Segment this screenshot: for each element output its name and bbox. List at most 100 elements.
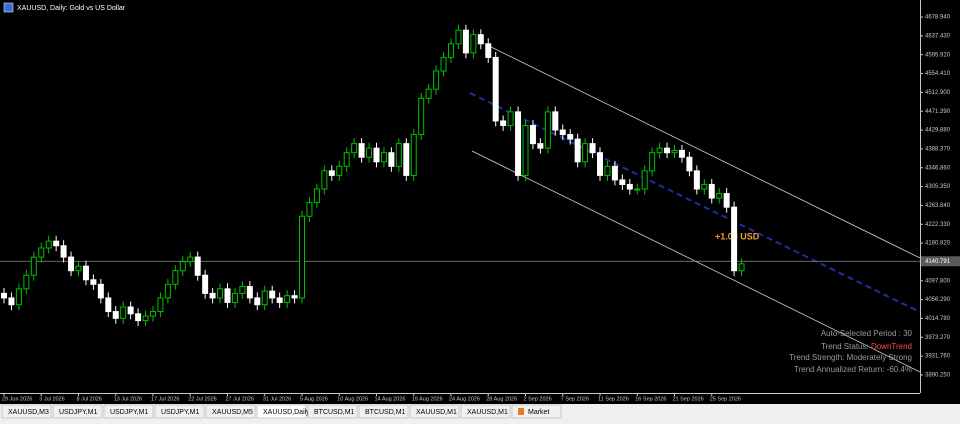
- candle-body: [567, 134, 574, 140]
- candle-body: [358, 143, 365, 158]
- candle-body: [418, 97, 425, 136]
- candle-body: [254, 297, 261, 306]
- x-tick-label: 24 Aug 2026: [449, 396, 480, 402]
- candle-body: [45, 240, 52, 249]
- tab[interactable]: [1, 404, 52, 419]
- candle-body: [351, 143, 358, 154]
- y-tick-label: 4471.390: [925, 109, 951, 115]
- tab[interactable]: [511, 404, 562, 419]
- tab-label[interactable]: XAUUSD,M1: [416, 409, 457, 416]
- x-tick-label: 3 Jul 2026: [39, 396, 64, 402]
- market-icon: [518, 408, 524, 415]
- x-tick-label: 10 Aug 2026: [337, 396, 368, 402]
- candle-body: [664, 147, 671, 154]
- candle-body: [306, 202, 313, 217]
- tab-label[interactable]: XAUUSD,M3: [8, 409, 49, 416]
- x-tick-label: 27 Jul 2026: [226, 396, 254, 402]
- y-tick-label: 4346.860: [925, 165, 951, 171]
- candle-body: [150, 311, 156, 317]
- tab-label[interactable]: XAUUSD,M5: [212, 409, 253, 416]
- tab[interactable]: [154, 404, 205, 419]
- x-tick-label: 16 Sep 2026: [635, 396, 666, 402]
- candle-body: [373, 147, 380, 163]
- candle-body: [97, 283, 104, 299]
- x-tick-label: 14 Aug 2026: [375, 396, 406, 402]
- tab[interactable]: [52, 404, 103, 419]
- candle-body: [60, 245, 67, 258]
- candle-body: [716, 193, 723, 199]
- candle-body: [559, 129, 566, 136]
- channel-upper: [486, 44, 921, 259]
- tab-label[interactable]: BTCUSD,M1: [314, 409, 355, 416]
- candle-body: [209, 292, 216, 299]
- candle-body: [641, 170, 648, 190]
- candle-body: [224, 288, 231, 303]
- tab[interactable]: [256, 404, 307, 419]
- candle-body: [433, 70, 440, 90]
- candle-body: [731, 206, 738, 272]
- candle-body: [686, 156, 693, 172]
- y-tick-label: 3931.760: [925, 354, 951, 360]
- y-tick-label: 4512.900: [925, 90, 951, 96]
- candle-body: [395, 143, 402, 167]
- x-tick-label: 21 Sep 2026: [673, 396, 704, 402]
- tab[interactable]: [409, 404, 460, 419]
- candle-body: [537, 143, 544, 149]
- tab-label[interactable]: USDJPY,M1: [59, 409, 97, 416]
- tab[interactable]: [103, 404, 154, 419]
- candle-body: [112, 311, 119, 319]
- candle-body: [164, 283, 171, 299]
- y-tick-label: 4305.350: [925, 184, 951, 190]
- info-status-value: DownTrend: [871, 342, 912, 351]
- candle-body: [172, 270, 179, 285]
- candle-body: [179, 261, 186, 272]
- candle-body: [1, 292, 7, 299]
- candle-body: [261, 290, 268, 306]
- tab-label[interactable]: XAUUSD,M1: [467, 409, 508, 416]
- y-tick-label: 4429.880: [925, 128, 951, 134]
- candle-body: [597, 152, 603, 176]
- y-tick-label: 4222.330: [925, 222, 951, 228]
- candle-body: [403, 143, 410, 176]
- candle-body: [90, 279, 97, 285]
- candle-body: [187, 256, 194, 263]
- candle-body: [656, 147, 663, 154]
- candle-body: [23, 274, 30, 290]
- tab-label[interactable]: BTCUSD,M1: [365, 409, 406, 416]
- y-tick-label: 4678.940: [925, 15, 951, 21]
- x-tick-label: 7 Sep 2026: [561, 396, 589, 402]
- candle-body: [120, 306, 127, 319]
- candle-body: [157, 297, 164, 313]
- tab[interactable]: [358, 404, 409, 419]
- candle-body: [231, 292, 238, 303]
- x-tick-label: 29 Jun 2026: [2, 396, 32, 402]
- candle-body: [202, 274, 209, 294]
- info-status: Trend Status: DownTrend: [821, 342, 912, 351]
- candle-body: [321, 170, 328, 190]
- candle-body: [68, 256, 75, 272]
- candle-body: [53, 240, 60, 247]
- tab[interactable]: [460, 404, 511, 419]
- candle-body: [619, 179, 626, 185]
- candle-body: [440, 56, 447, 72]
- y-tick-label: 4388.370: [925, 146, 951, 152]
- candle-body: [269, 290, 276, 299]
- tab-label[interactable]: USDJPY,M1: [110, 409, 148, 416]
- candle-body: [284, 295, 291, 303]
- current-price-label: 4140.791: [925, 259, 951, 265]
- tab-label[interactable]: XAUUSD,Daily: [263, 409, 310, 416]
- candle-body: [15, 288, 22, 306]
- candle-body: [388, 152, 395, 167]
- candle-body: [544, 111, 551, 149]
- tab[interactable]: [205, 404, 256, 419]
- info-status-label: Trend Status:: [821, 342, 871, 351]
- candle-body: [299, 215, 305, 299]
- candle-body: [671, 149, 678, 154]
- candle-body: [291, 295, 298, 299]
- x-tick-label: 31 Jul 2026: [263, 396, 291, 402]
- tab[interactable]: [307, 404, 358, 419]
- tab-label[interactable]: Market: [528, 409, 549, 416]
- tab-label[interactable]: USDJPY,M1: [161, 409, 199, 416]
- x-tick-label: 5 Aug 2026: [300, 396, 328, 402]
